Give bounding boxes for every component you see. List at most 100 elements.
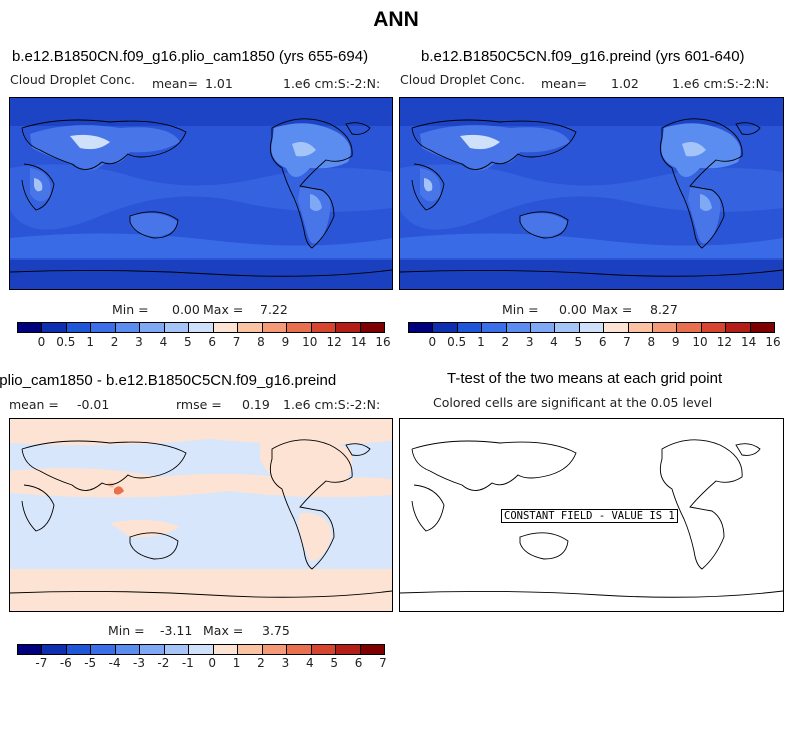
colorbar-swatch: [433, 323, 458, 332]
colorbar-swatch: [66, 645, 92, 654]
colorbar-tick-label: 10: [692, 335, 708, 349]
panel3-max-label: Max =: [203, 623, 244, 638]
colorbar-swatch: [726, 323, 751, 332]
colorbar-swatch: [336, 323, 361, 332]
panel1-units: 1.e6 cm:S:-2:N:: [283, 76, 381, 91]
colorbar-tick-label: 7: [623, 335, 631, 349]
panel2-mean-value: 1.02: [611, 76, 639, 91]
colorbar-tick-label: 0.5: [447, 335, 467, 349]
panel3-map-graphic: [10, 419, 392, 611]
colorbar-tick-label: 16: [765, 335, 781, 349]
panel2-min-value: 0.00: [559, 302, 587, 317]
colorbar-swatch: [409, 323, 434, 332]
panel2-map-graphic: [400, 98, 783, 289]
colorbar-swatch: [164, 323, 190, 332]
colorbar-swatch: [336, 645, 361, 654]
colorbar-tick-label: 3: [135, 335, 143, 349]
panel3-colorbar: [17, 644, 385, 655]
panel3-min-label: Min =: [108, 623, 145, 638]
colorbar-tick-label: -4: [108, 656, 121, 670]
colorbar-swatch: [213, 645, 239, 654]
panel3-units: 1.e6 cm:S:-2:N:: [283, 397, 381, 412]
colorbar-swatch: [262, 323, 288, 332]
colorbar-tick-label: -6: [59, 656, 72, 670]
colorbar-swatch: [189, 323, 214, 332]
panel1-min-value: 0.00: [172, 302, 200, 317]
colorbar-tick-label: 9: [281, 335, 290, 349]
panel3-title: b.e12.B1850CN.f09_g16.plio_cam1850 - b.e…: [0, 372, 337, 389]
colorbar-tick-label: 4: [305, 656, 314, 670]
colorbar-swatch: [750, 323, 775, 332]
colorbar-tick-label: 2: [501, 335, 510, 349]
panel4-map: CONSTANT FIELD - VALUE IS 1: [399, 418, 784, 612]
colorbar-tick-label: 0: [208, 656, 217, 670]
panel2-max-label: Max =: [592, 302, 633, 317]
panel3-mean-value: -0.01: [77, 397, 110, 412]
colorbar-swatch: [66, 323, 92, 332]
panel1-map-graphic: [10, 98, 392, 289]
colorbar-tick-label: 6: [354, 656, 363, 670]
colorbar-swatch: [140, 323, 165, 332]
colorbar-tick-label: 1: [477, 335, 485, 349]
colorbar-swatch: [604, 323, 629, 332]
colorbar-tick-label: 8: [647, 335, 656, 349]
colorbar-swatch: [628, 323, 654, 332]
panel2-units: 1.e6 cm:S:-2:N:: [672, 76, 770, 91]
colorbar-swatch: [311, 645, 337, 654]
panel2-max-value: 8.27: [650, 302, 678, 317]
colorbar-tick-label: 2: [110, 335, 119, 349]
colorbar-tick-label: 4: [550, 335, 558, 349]
colorbar-tick-label: -3: [133, 656, 145, 670]
colorbar-tick-label: 4: [159, 335, 168, 349]
colorbar-tick-label: 14: [741, 335, 757, 349]
panel3-rmse-value: 0.19: [242, 397, 270, 412]
colorbar-tick-label: 5: [330, 656, 339, 670]
panel1-colorbar-labels: 0 0.5 1 2 3 4 5 6 7 8 9 10 12 14 16: [17, 335, 391, 349]
colorbar-swatch: [701, 323, 727, 332]
colorbar-swatch: [287, 645, 312, 654]
colorbar-swatch: [91, 645, 116, 654]
panel3-map: [9, 418, 393, 612]
colorbar-swatch: [287, 323, 312, 332]
panel1-max-label: Max =: [203, 302, 244, 317]
colorbar-swatch: [164, 645, 190, 654]
colorbar-swatch: [653, 323, 678, 332]
colorbar-swatch: [262, 645, 288, 654]
panel2-min-label: Min =: [502, 302, 539, 317]
colorbar-tick-label: 2: [257, 656, 265, 670]
colorbar-tick-label: 3: [525, 335, 534, 349]
colorbar-swatch: [579, 323, 605, 332]
colorbar-swatch: [311, 323, 337, 332]
colorbar-swatch: [189, 645, 214, 654]
colorbar-swatch: [115, 323, 141, 332]
colorbar-tick-label: 12: [716, 335, 732, 349]
panel4-title: T-test of the two means at each grid poi…: [447, 370, 723, 387]
colorbar-swatch: [238, 645, 263, 654]
panel3-rmse-label: rmse =: [176, 397, 222, 412]
colorbar-swatch: [555, 323, 580, 332]
colorbar-tick-label: 0.5: [56, 335, 76, 349]
panel4-subtitle: Colored cells are significant at the 0.0…: [433, 395, 713, 410]
panel1-mean-value: 1.01: [205, 76, 233, 91]
panel2-colorbar: [408, 322, 775, 333]
panel1-title: b.e12.B1850CN.f09_g16.plio_cam1850 (yrs …: [12, 48, 369, 65]
colorbar-swatch: [677, 323, 702, 332]
colorbar-swatch: [115, 645, 141, 654]
colorbar-tick-label: 14: [350, 335, 367, 349]
colorbar-swatch: [42, 645, 67, 654]
colorbar-swatch: [238, 323, 263, 332]
panel2-map: [399, 97, 784, 290]
colorbar-tick-label: 8: [257, 335, 265, 349]
panel2-title: b.e12.B1850C5CN.f09_g16.preind (yrs 601-…: [421, 48, 745, 65]
figure-title: ANN: [373, 8, 419, 31]
colorbar-tick-label: 1: [86, 335, 95, 349]
colorbar-swatch: [531, 323, 556, 332]
colorbar-tick-label: 0: [428, 335, 437, 349]
colorbar-tick-label: 0: [37, 335, 46, 349]
panel1-max-value: 7.22: [260, 302, 288, 317]
colorbar-tick-label: 6: [598, 335, 607, 349]
panel1-mean-label: mean=: [152, 76, 198, 91]
colorbar-tick-label: 6: [208, 335, 217, 349]
colorbar-swatch: [360, 323, 385, 332]
colorbar-tick-label: 3: [281, 656, 290, 670]
